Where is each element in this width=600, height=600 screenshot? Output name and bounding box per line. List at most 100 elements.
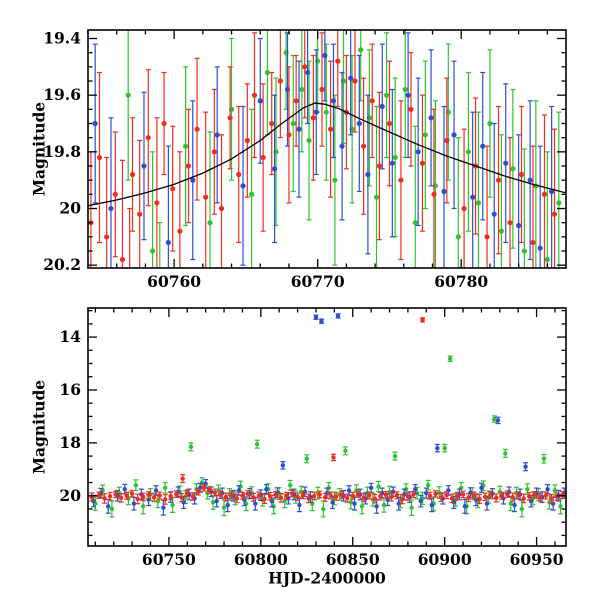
- blue-data-point: [253, 501, 258, 506]
- red-data-point: [145, 135, 151, 141]
- green-data-point: [249, 191, 255, 197]
- blue-data-point: [484, 501, 490, 506]
- green-data-point: [323, 109, 329, 115]
- red-data-point: [521, 496, 526, 501]
- red-data-point: [201, 485, 207, 491]
- green-series: [125, 30, 562, 268]
- y-tick-label: 19.4: [43, 29, 81, 48]
- red-data-point: [405, 494, 411, 499]
- red-data-point: [493, 495, 499, 501]
- blue-data-point: [527, 177, 533, 183]
- blue-data-point: [428, 115, 434, 121]
- red-data-point: [538, 495, 543, 500]
- green-data-point: [412, 220, 418, 226]
- green-data-point: [299, 86, 305, 93]
- red-data-point: [127, 291, 132, 296]
- red-data-point: [376, 163, 382, 169]
- red-data-point: [504, 491, 510, 497]
- top-panel-y-axis-title: Magnitude: [29, 101, 49, 197]
- y-tick-label: 20: [59, 486, 81, 505]
- blue-data-point: [441, 188, 447, 195]
- blue-data-point: [470, 194, 476, 200]
- green-data-point: [125, 92, 131, 98]
- red-data-point: [196, 489, 201, 494]
- blue-data-point: [214, 132, 220, 138]
- red-data-point: [431, 191, 437, 197]
- green-data-point: [521, 248, 527, 254]
- red-data-point: [262, 496, 267, 502]
- red-data-point: [302, 64, 308, 70]
- green-data-point: [359, 504, 365, 509]
- blue-data-point: [257, 98, 263, 104]
- red-data-point: [306, 496, 311, 501]
- blue-data-point: [424, 490, 429, 496]
- green-data-point: [163, 485, 168, 491]
- blue-data-point: [516, 222, 522, 229]
- red-data-point: [499, 493, 504, 498]
- red-data-point: [311, 493, 317, 499]
- green-data-point: [264, 69, 271, 76]
- red-data-point: [482, 494, 488, 500]
- red-data-point: [518, 171, 525, 178]
- red-data-point: [119, 256, 126, 263]
- blue-data-point: [374, 504, 379, 509]
- red-data-point: [484, 234, 490, 240]
- red-data-point: [471, 493, 477, 498]
- red-data-point: [113, 492, 118, 497]
- green-data-point: [207, 220, 213, 226]
- blue-data-point: [451, 132, 457, 138]
- blue-data-point: [122, 486, 127, 492]
- blue-data-point: [272, 166, 278, 172]
- blue-data-point: [346, 488, 352, 493]
- blue-data-point: [396, 501, 401, 506]
- red-data-point: [322, 495, 328, 500]
- red-data-point: [455, 493, 460, 499]
- blue-data-point: [415, 149, 421, 155]
- green-data-point: [525, 486, 530, 492]
- green-data-point: [343, 448, 348, 453]
- red-data-point: [527, 494, 532, 499]
- red-data-point: [419, 160, 426, 166]
- blue-data-point: [435, 445, 440, 451]
- model-curve: [88, 102, 566, 207]
- red-data-point: [319, 86, 325, 93]
- blue-data-point: [503, 160, 509, 166]
- zoom-panel-data-area: [88, 30, 566, 296]
- red-data-point: [335, 58, 341, 64]
- red-data-point: [179, 495, 184, 500]
- red-data-point: [372, 496, 377, 501]
- green-data-point: [465, 149, 471, 155]
- green-data-point: [519, 506, 525, 512]
- blue-data-point: [280, 463, 286, 468]
- blue-data-point: [214, 498, 219, 504]
- blue-data-point: [297, 502, 302, 508]
- red-data-point: [129, 491, 135, 496]
- red-data-point: [327, 126, 334, 132]
- blue-data-point: [313, 315, 319, 320]
- blue-data-point: [322, 52, 328, 59]
- blue-data-point: [352, 501, 357, 506]
- red-data-point: [135, 496, 140, 502]
- red-data-point: [411, 492, 416, 497]
- red-data-point: [352, 78, 358, 84]
- red-data-point: [218, 205, 225, 212]
- red-data-point: [367, 493, 372, 498]
- red-data-point: [477, 496, 482, 502]
- blue-data-point: [545, 486, 550, 492]
- y-tick-label: 14: [59, 327, 81, 346]
- red-data-point: [293, 98, 299, 104]
- red-data-point: [507, 220, 513, 226]
- blue-data-point: [495, 418, 501, 423]
- green-data-point: [288, 482, 293, 488]
- red-data-point: [190, 494, 195, 499]
- full-lightcurve-panel-ticks: [88, 308, 566, 546]
- red-data-point: [461, 205, 467, 212]
- red-data-point: [438, 495, 444, 500]
- blue-data-point: [165, 239, 171, 246]
- blue-data-point: [319, 319, 324, 324]
- red-data-point: [185, 163, 192, 169]
- red-data-point: [460, 492, 466, 497]
- red-data-point: [310, 115, 316, 121]
- red-data-point: [140, 494, 146, 500]
- green-data-point: [183, 143, 189, 149]
